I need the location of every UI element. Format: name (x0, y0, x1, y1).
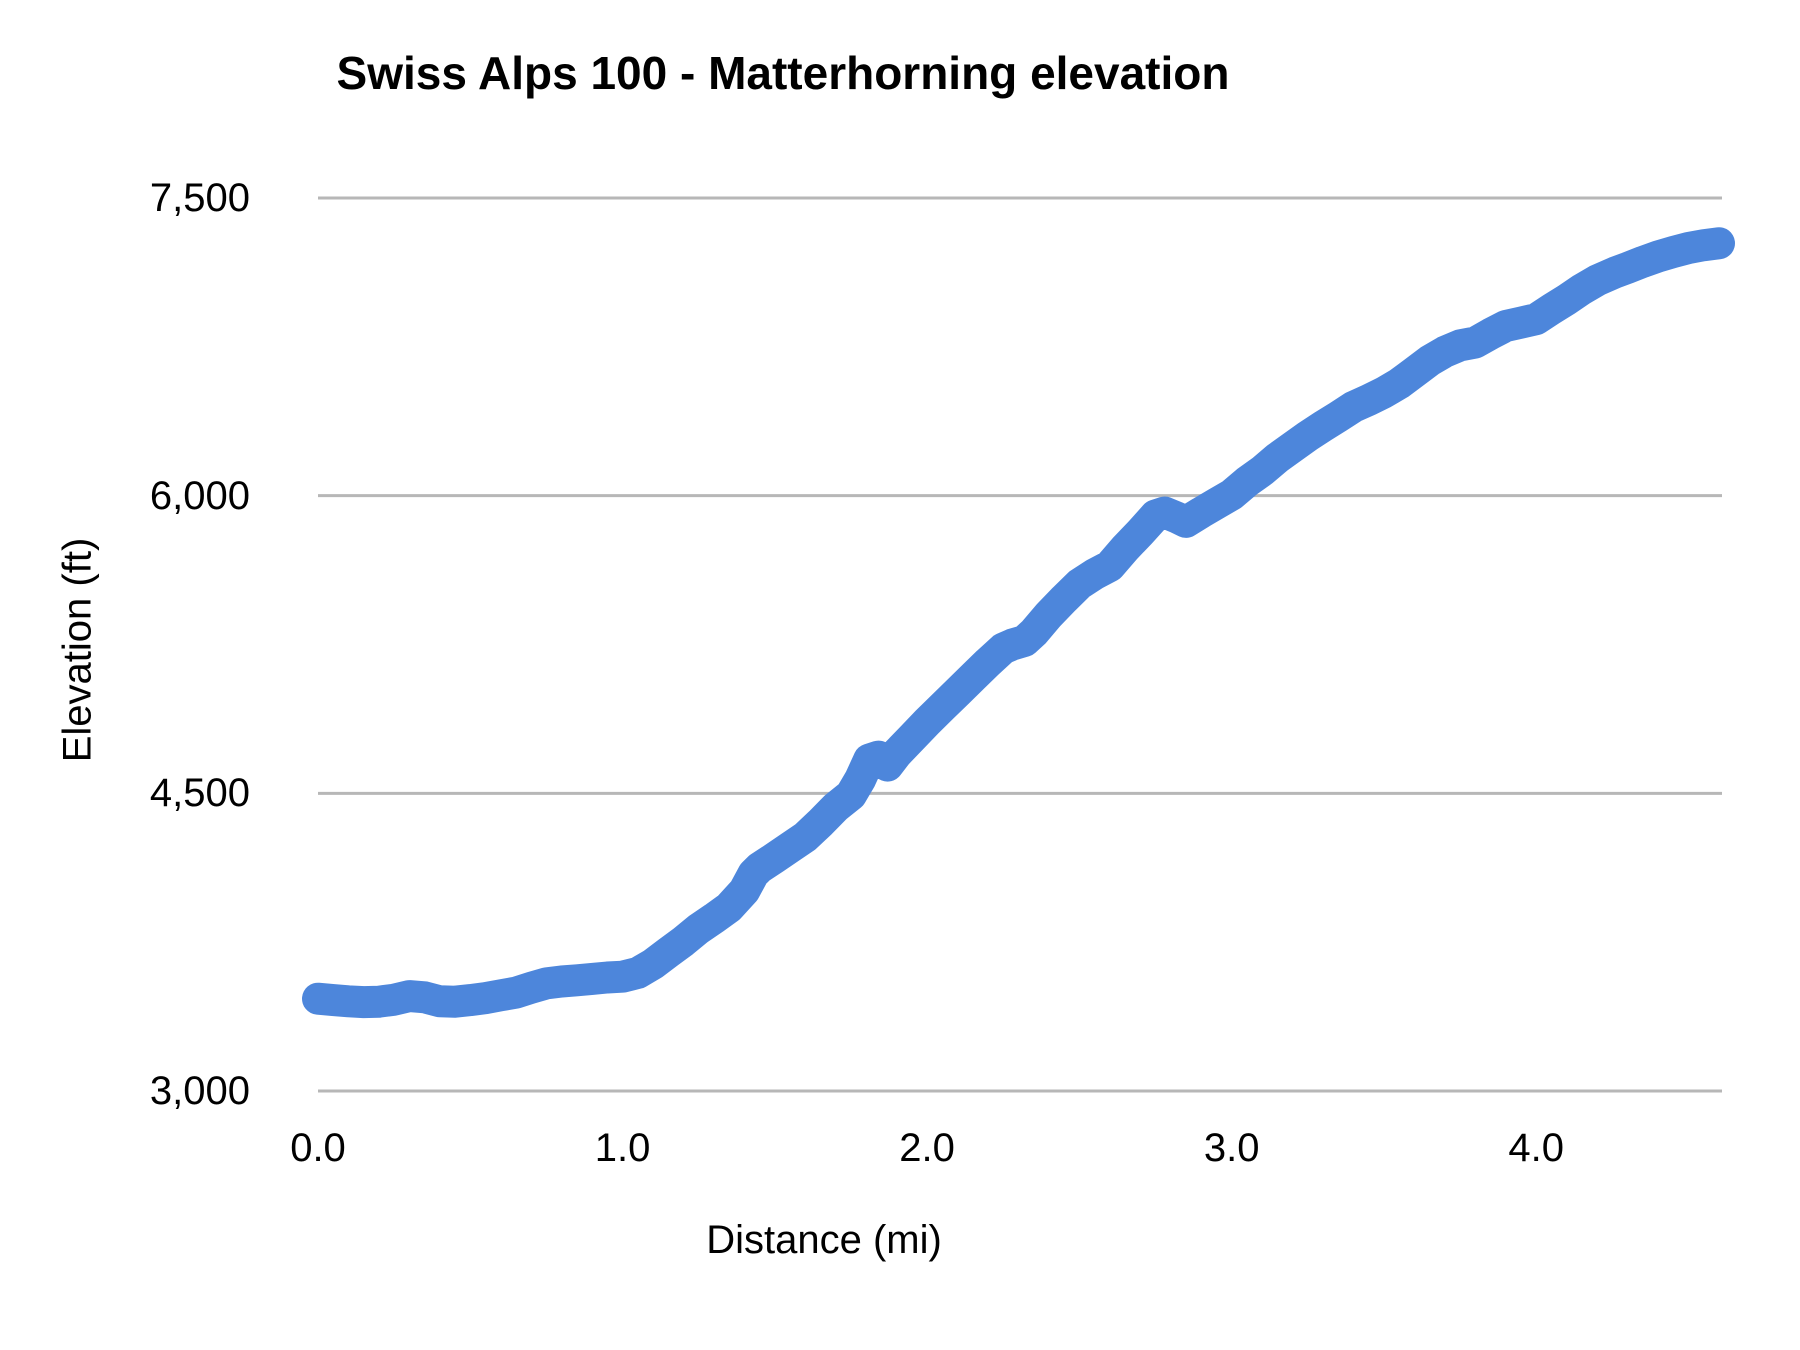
x-tick-label-0.0: 0.0 (290, 1126, 346, 1170)
chart-title: Swiss Alps 100 - Matterhorning elevation (336, 47, 1230, 99)
elevation-line (302, 227, 1735, 1019)
x-tick-label-3.0: 3.0 (1203, 1126, 1260, 1170)
x-tick-label-2.0: 2.0 (899, 1126, 955, 1170)
x-axis-title: Distance (mi) (706, 1218, 942, 1262)
y-tick-label-4,500: 4,500 (149, 771, 250, 816)
x-tick-label-4.0: 4.0 (1508, 1126, 1565, 1170)
x-tick-label-1.0: 1.0 (594, 1126, 651, 1170)
y-tick-label-6,000: 6,000 (149, 473, 250, 518)
y-tick-label-3,000: 3,000 (149, 1069, 250, 1113)
y-tick-label-7,500: 7,500 (149, 176, 250, 220)
